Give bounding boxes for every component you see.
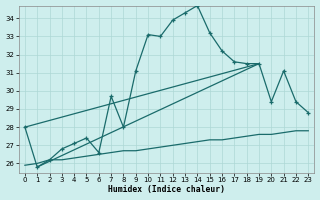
X-axis label: Humidex (Indice chaleur): Humidex (Indice chaleur) [108,185,225,194]
